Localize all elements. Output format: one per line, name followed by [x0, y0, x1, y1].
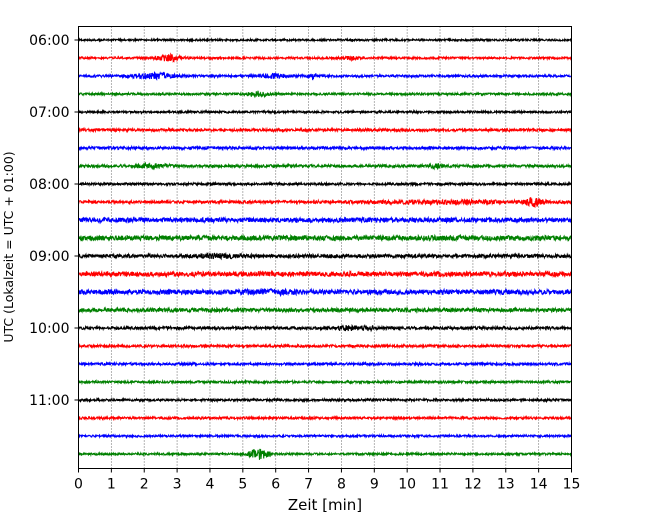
trace-line	[78, 71, 572, 81]
trace-line	[77, 414, 573, 422]
x-tick-label: 0	[74, 477, 83, 493]
x-tick-label: 13	[497, 477, 515, 493]
trace-line	[78, 161, 572, 171]
x-tick-label: 12	[464, 477, 482, 493]
trace-group	[77, 36, 573, 460]
trace-line	[78, 342, 573, 350]
trace-line	[78, 360, 572, 368]
trace-line	[78, 251, 572, 261]
trace-line	[78, 197, 572, 209]
x-tick-label: 1	[107, 477, 116, 493]
trace-line	[77, 215, 572, 225]
plot-frame	[78, 26, 572, 469]
x-tick-label: 4	[206, 477, 215, 493]
x-tick-label: 2	[140, 477, 149, 493]
trace-line	[77, 378, 572, 386]
trace-line	[78, 36, 573, 44]
trace-line	[78, 108, 572, 116]
y-tick-label: 10:00	[29, 321, 69, 337]
x-tick-label: 11	[431, 477, 449, 493]
y-tick-label: 11:00	[29, 393, 69, 409]
x-tick-label: 10	[398, 477, 416, 493]
y-tick-label: 09:00	[29, 249, 69, 265]
y-axis-ticks: 06:00 07:00 08:00 09:00 10:00 11:00	[29, 33, 79, 409]
trace-line	[77, 180, 572, 188]
trace-line	[77, 287, 573, 298]
y-tick-label: 07:00	[29, 105, 69, 121]
x-tick-label: 3	[173, 477, 182, 493]
x-axis-ticks: 0 1 2 3 4 5 6 7 8 9 10 11 12 13 14 15	[74, 468, 581, 493]
y-axis-label: UTC (Lokalzeit = UTC + 01:00)	[1, 151, 16, 342]
trace-line	[78, 90, 572, 99]
trace-line	[78, 323, 573, 333]
x-tick-label: 15	[563, 477, 581, 493]
x-axis-label: Zeit [min]	[288, 496, 362, 514]
x-tick-label: 14	[530, 477, 548, 493]
x-tick-label: 5	[238, 477, 247, 493]
trace-line	[78, 52, 572, 64]
trace-line	[77, 448, 572, 460]
x-tick-label: 7	[304, 477, 313, 493]
x-tick-label: 6	[271, 477, 280, 493]
y-tick-label: 06:00	[29, 33, 69, 49]
trace-line	[77, 233, 572, 243]
trace-line	[78, 306, 572, 314]
trace-line	[78, 432, 572, 440]
trace-line	[77, 396, 572, 404]
x-tick-label: 9	[370, 477, 379, 493]
trace-line	[78, 144, 573, 152]
x-tick-label: 8	[337, 477, 346, 493]
trace-line	[78, 126, 572, 134]
trace-line	[78, 269, 573, 279]
y-tick-label: 08:00	[29, 177, 69, 193]
